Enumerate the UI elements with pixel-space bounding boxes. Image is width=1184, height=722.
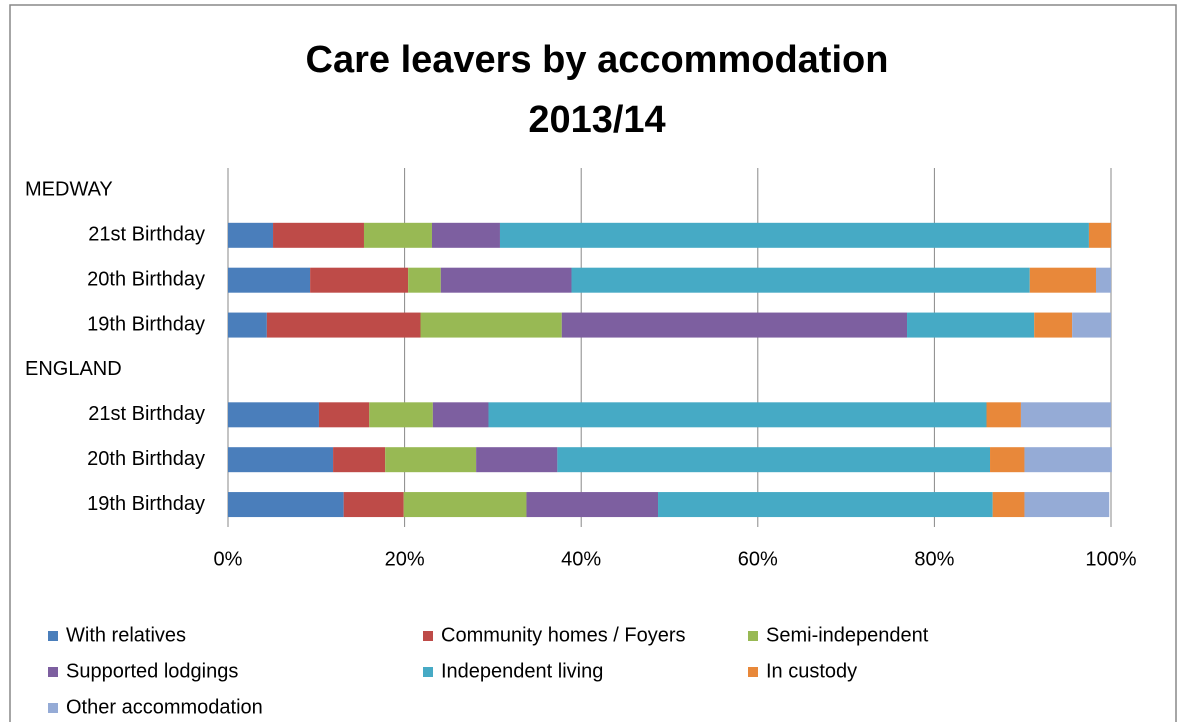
y-tick-label: ENGLAND (25, 358, 122, 380)
bar-segment (526, 492, 659, 518)
bar-segment (310, 267, 409, 293)
bar-segment (343, 492, 404, 518)
y-tick-label: 21st Birthday (88, 224, 205, 246)
bar-segment (990, 447, 1025, 473)
chart-title: 2013/14 (528, 99, 665, 141)
bar-segment (228, 492, 344, 518)
legend-swatch (748, 667, 758, 677)
legend-swatch (48, 631, 58, 641)
x-tick-label: 40% (561, 548, 601, 570)
bar-segment (440, 267, 572, 293)
chart-border (9, 4, 1177, 722)
bar-segment (228, 267, 311, 293)
legend-label: Semi-independent (766, 624, 929, 646)
bar-segment (1034, 312, 1073, 338)
bar-segment (658, 492, 993, 518)
y-tick-label: 19th Birthday (87, 313, 205, 335)
bar-segment (228, 312, 267, 338)
x-tick-label: 20% (385, 548, 425, 570)
bar-segment (557, 447, 991, 473)
legend-label: Supported lodgings (66, 660, 238, 682)
chart-title: Care leavers by accommodation (306, 39, 889, 81)
bar-segment (992, 492, 1025, 518)
bar-segment (228, 222, 274, 248)
legend-label: With relatives (66, 624, 186, 646)
bar-segment (333, 447, 386, 473)
bar-segment (1024, 492, 1110, 518)
legend-label: Independent living (441, 660, 603, 682)
bar-segment (431, 222, 500, 248)
bar-segment (403, 492, 527, 518)
bar-segment (266, 312, 421, 338)
bar-segment (363, 222, 432, 248)
legend-swatch (48, 667, 58, 677)
legend-swatch (423, 667, 433, 677)
bar-segment (273, 222, 364, 248)
legend-label: Community homes / Foyers (441, 624, 686, 646)
bar-segment (561, 312, 908, 338)
bar-segment (369, 402, 433, 428)
bar-segment (1088, 222, 1111, 248)
y-tick-label: 20th Birthday (87, 268, 205, 290)
legend-swatch (748, 631, 758, 641)
y-tick-label: MEDWAY (25, 179, 113, 201)
bar-segment (1095, 267, 1111, 293)
bar-segment (571, 267, 1030, 293)
bar-segment (408, 267, 441, 293)
bar-segment (228, 447, 334, 473)
bar-segment (432, 402, 489, 428)
bar-segment (228, 402, 319, 428)
legend-swatch (48, 703, 58, 713)
bar-segment (907, 312, 1035, 338)
bar-segment (476, 447, 558, 473)
x-tick-label: 60% (738, 548, 778, 570)
bar-segment (1072, 312, 1111, 338)
bar-segment (1020, 402, 1111, 428)
bar-segment (1024, 447, 1112, 473)
bar-segment (488, 402, 987, 428)
bar-segment (318, 402, 370, 428)
legend-label: Other accommodation (66, 696, 263, 718)
bar-segment (986, 402, 1021, 428)
legend-label: In custody (766, 660, 857, 682)
x-tick-label: 0% (214, 548, 243, 570)
legend-swatch (423, 631, 433, 641)
x-tick-label: 80% (914, 548, 954, 570)
y-tick-label: 19th Birthday (87, 493, 205, 515)
bar-segment (420, 312, 562, 338)
bar-segment (499, 222, 1089, 248)
y-tick-label: 20th Birthday (87, 448, 205, 470)
bar-segment (385, 447, 477, 473)
y-tick-label: 21st Birthday (88, 403, 205, 425)
bar-segment (1029, 267, 1096, 293)
x-tick-label: 100% (1085, 548, 1136, 570)
